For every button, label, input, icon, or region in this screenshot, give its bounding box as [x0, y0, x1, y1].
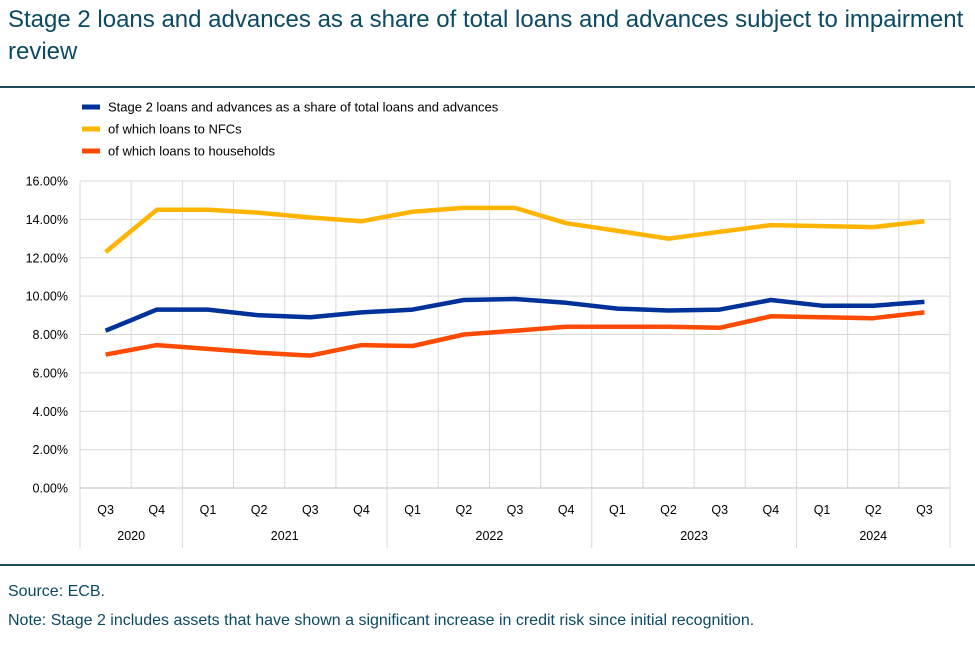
y-tick-label: 4.00%	[33, 405, 68, 419]
y-tick-label: 10.00%	[26, 290, 68, 304]
y-tick-label: 2.00%	[33, 443, 68, 457]
source-note: Source: ECB.	[8, 583, 105, 600]
x-tick-label: Q2	[251, 503, 268, 517]
x-tick-label: Q3	[711, 503, 728, 517]
x-tick-label: Q3	[916, 503, 933, 517]
y-tick-label: 12.00%	[26, 251, 68, 265]
x-tick-label: Q2	[455, 503, 472, 517]
year-label: 2021	[271, 529, 299, 543]
bottom-divider	[0, 564, 975, 566]
year-label: 2024	[859, 529, 887, 543]
x-tick-label: Q1	[609, 503, 626, 517]
legend-label: of which loans to households	[108, 144, 275, 159]
line-chart: 0.00% 2.00% 4.00% 6.00% 8.00% 10.00% 12.00% 14.…	[26, 100, 951, 548]
x-tick-label: Q3	[97, 503, 114, 517]
footnote: Note: Stage 2 includes assets that have …	[8, 612, 755, 629]
y-tick-label: 14.00%	[26, 213, 68, 227]
legend-label: of which loans to NFCs	[108, 122, 242, 137]
page-title: Stage 2 loans and advances as a share of…	[8, 6, 964, 65]
y-tick-label: 0.00%	[33, 482, 68, 496]
x-tick-label: Q1	[200, 503, 217, 517]
year-label: 2020	[117, 529, 145, 543]
series-line-1	[104, 296, 925, 333]
x-tick-label: Q4	[558, 503, 575, 517]
x-tick-label: Q4	[763, 503, 780, 517]
year-label: 2023	[680, 529, 708, 543]
y-tick-label: 8.00%	[33, 328, 68, 342]
x-tick-label: Q3	[302, 503, 319, 517]
legend-label: Stage 2 loans and advances as a share of…	[108, 100, 499, 115]
series-line-2	[104, 205, 925, 254]
x-tick-label: Q2	[660, 503, 677, 517]
x-tick-label: Q3	[507, 503, 524, 517]
x-tick-label: Q1	[404, 503, 421, 517]
series-line-3	[105, 310, 925, 358]
y-tick-label: 6.00%	[33, 366, 68, 380]
x-tick-label: Q4	[148, 503, 165, 517]
y-tick-label: 16.00%	[26, 175, 68, 189]
x-tick-label: Q2	[865, 503, 882, 517]
x-tick-label: Q1	[814, 503, 831, 517]
year-label: 2022	[476, 529, 504, 543]
top-divider	[0, 86, 975, 88]
x-tick-label: Q4	[353, 503, 370, 517]
